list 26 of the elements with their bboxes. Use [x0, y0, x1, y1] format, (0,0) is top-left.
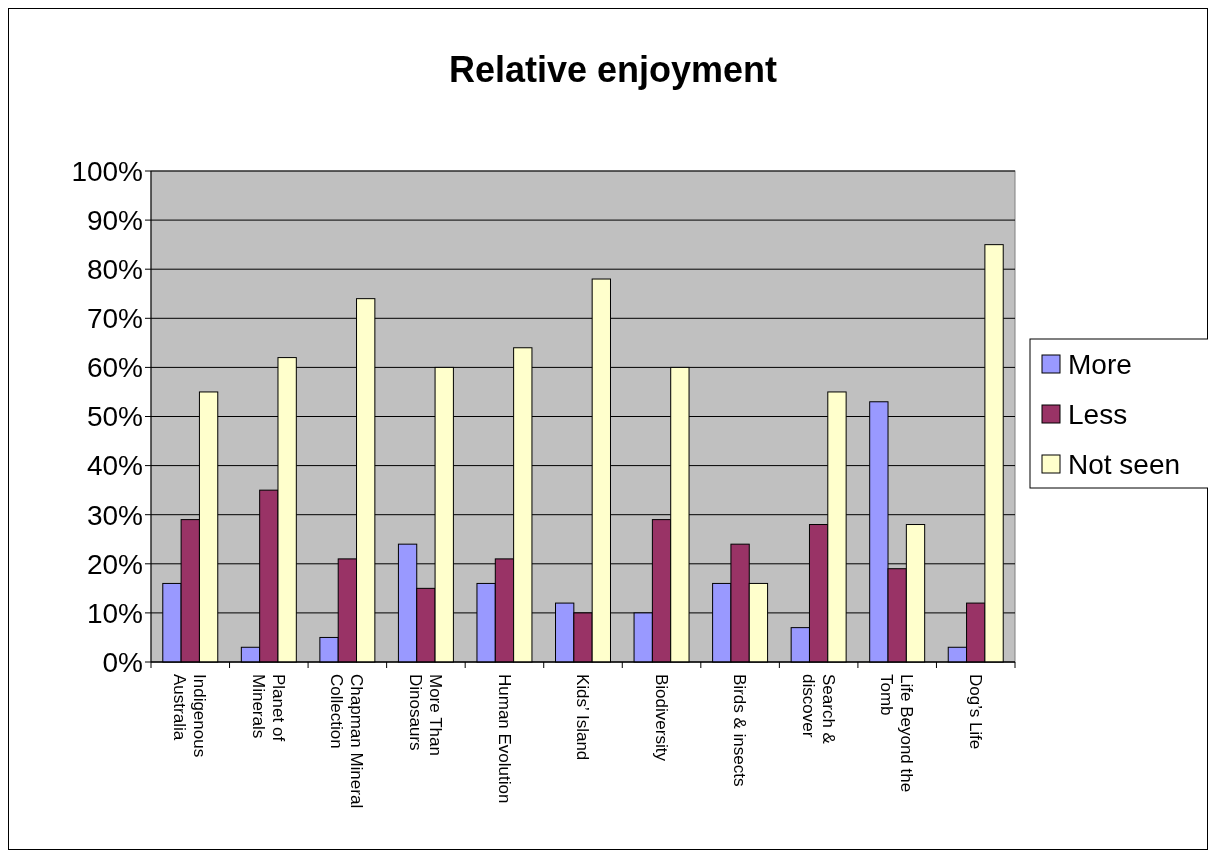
- y-tick-label: 10%: [86, 597, 143, 629]
- x-tick-label: Planet of Minerals: [248, 674, 288, 742]
- legend-label: More: [1068, 348, 1132, 380]
- x-tick-label: More Than Dinosaurs: [405, 674, 445, 756]
- x-tick-label: Chapman Mineral Collection: [327, 674, 367, 809]
- y-tick-label: 90%: [86, 204, 143, 236]
- y-tick-label: 100%: [71, 155, 143, 187]
- y-tick-label: 70%: [86, 303, 143, 335]
- x-tick-label: Indigenous Australia: [170, 674, 210, 758]
- legend-label: Less: [1068, 398, 1128, 430]
- y-tick-label: 80%: [86, 254, 143, 285]
- x-tick-label: Birds & insects: [730, 674, 750, 787]
- chart-title: Relative enjoyment: [448, 49, 778, 90]
- x-tick-label: Biodiversity: [651, 674, 671, 762]
- legend-label: Not seen: [1068, 448, 1181, 480]
- y-tick-label: 30%: [86, 499, 143, 531]
- y-tick-label: 60%: [86, 352, 143, 384]
- y-tick-label: 20%: [86, 548, 143, 580]
- x-tick-label: Dog’s Life: [965, 674, 985, 750]
- x-tick-label: Kids’ Island: [573, 674, 593, 761]
- y-tick-label: 0%: [102, 646, 143, 678]
- x-tick-label: Human Evolution: [494, 674, 514, 804]
- x-tick-label: Search & discover: [798, 674, 838, 745]
- y-tick-label: 50%: [86, 401, 143, 433]
- y-tick-label: 40%: [86, 450, 143, 482]
- x-tick-label: Life Beyond the Tomb: [877, 674, 917, 793]
